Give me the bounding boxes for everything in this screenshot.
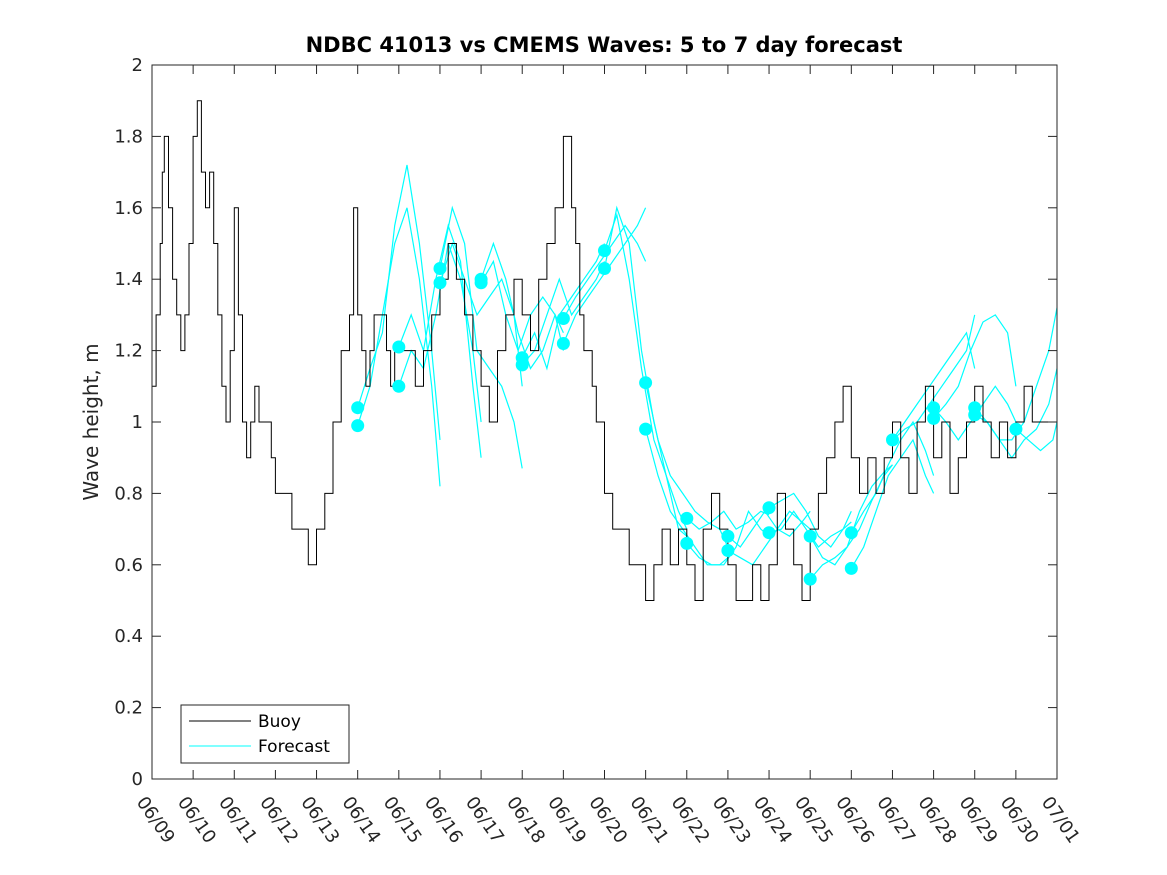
forecast-marker (556, 337, 570, 350)
forecast-marker (927, 401, 941, 415)
forecast-marker (433, 276, 447, 290)
forecast-run-line (521, 261, 606, 366)
forecast-marker (927, 411, 941, 425)
y-tick-label: 0.8 (114, 483, 143, 504)
forecast-marker (474, 272, 488, 286)
y-tick-label: 1.2 (114, 341, 143, 362)
forecast-marker (392, 340, 406, 354)
forecast-marker (598, 262, 611, 275)
forecast-run-line (521, 243, 606, 371)
y-axis-label: Wave height, m (79, 343, 103, 500)
forecast-marker (762, 526, 776, 540)
forecast-run-line (933, 314, 1017, 419)
forecast-run-line (850, 438, 935, 569)
forecast-run-line (480, 241, 564, 370)
y-axis: 0 0.2 0.4 0.6 0.8 1 1.2 1.4 1.6 1.8 2 (114, 55, 1057, 790)
y-tick-label: 0.6 (114, 555, 143, 576)
forecast-marker (762, 501, 776, 515)
forecast-marker (556, 312, 570, 325)
legend-label-buoy: Buoy (258, 712, 301, 732)
y-tick-label: 1 (132, 412, 143, 433)
forecast-run-line (892, 331, 976, 441)
forecast-marker (803, 529, 817, 543)
legend-label-forecast: Forecast (258, 737, 330, 757)
forecast-marker (351, 419, 365, 433)
forecast-marker (433, 262, 447, 275)
forecast-marker (721, 544, 735, 557)
forecast-marker (515, 351, 529, 365)
forecast-run-line (357, 207, 441, 487)
forecast-markers (351, 244, 1023, 586)
forecast-marker (844, 526, 858, 540)
forecast-marker (886, 433, 899, 447)
forecast-run-line (439, 241, 523, 387)
forecast-run-line (850, 420, 935, 534)
forecast-run-line (645, 382, 729, 548)
forecast-marker (803, 572, 817, 586)
forecast-marker (639, 422, 653, 436)
forecast-run-line (768, 492, 852, 548)
y-tick-label: 1.6 (114, 198, 143, 219)
forecast-run-line (398, 223, 482, 458)
forecast-marker (844, 561, 858, 575)
y-tick-label: 1.8 (114, 126, 143, 147)
forecast-run-line (439, 205, 523, 469)
forecast-marker (680, 536, 694, 550)
forecast-run-line (974, 368, 1058, 459)
forecast-run-line (892, 314, 976, 441)
forecast-run-line (1015, 421, 1058, 452)
forecast-run-line (357, 164, 441, 440)
forecast-run-line (686, 510, 770, 530)
chart-title: NDBC 41013 vs CMEMS Waves: 5 to 7 day fo… (306, 33, 903, 57)
forecast-marker (1009, 422, 1023, 436)
y-tick-label: 2 (132, 55, 143, 76)
forecast-marker (680, 511, 694, 525)
forecast-marker (351, 401, 365, 415)
buoy-series-line (152, 100, 1058, 601)
y-tick-label: 0.2 (114, 698, 143, 719)
legend-box (180, 704, 350, 764)
forecast-marker (721, 529, 735, 543)
y-tick-label: 0.4 (114, 626, 143, 647)
forecast-marker (639, 376, 653, 390)
forecast-marker (598, 244, 611, 258)
y-tick-label: 0 (132, 769, 143, 790)
forecast-run-line (727, 510, 811, 548)
forecast-marker (392, 379, 406, 393)
legend: Buoy Forecast (180, 704, 350, 764)
forecast-run-line (480, 259, 564, 353)
forecast-marker (968, 401, 982, 415)
y-tick-label: 1.4 (114, 269, 143, 290)
buoy-line (152, 100, 1058, 601)
